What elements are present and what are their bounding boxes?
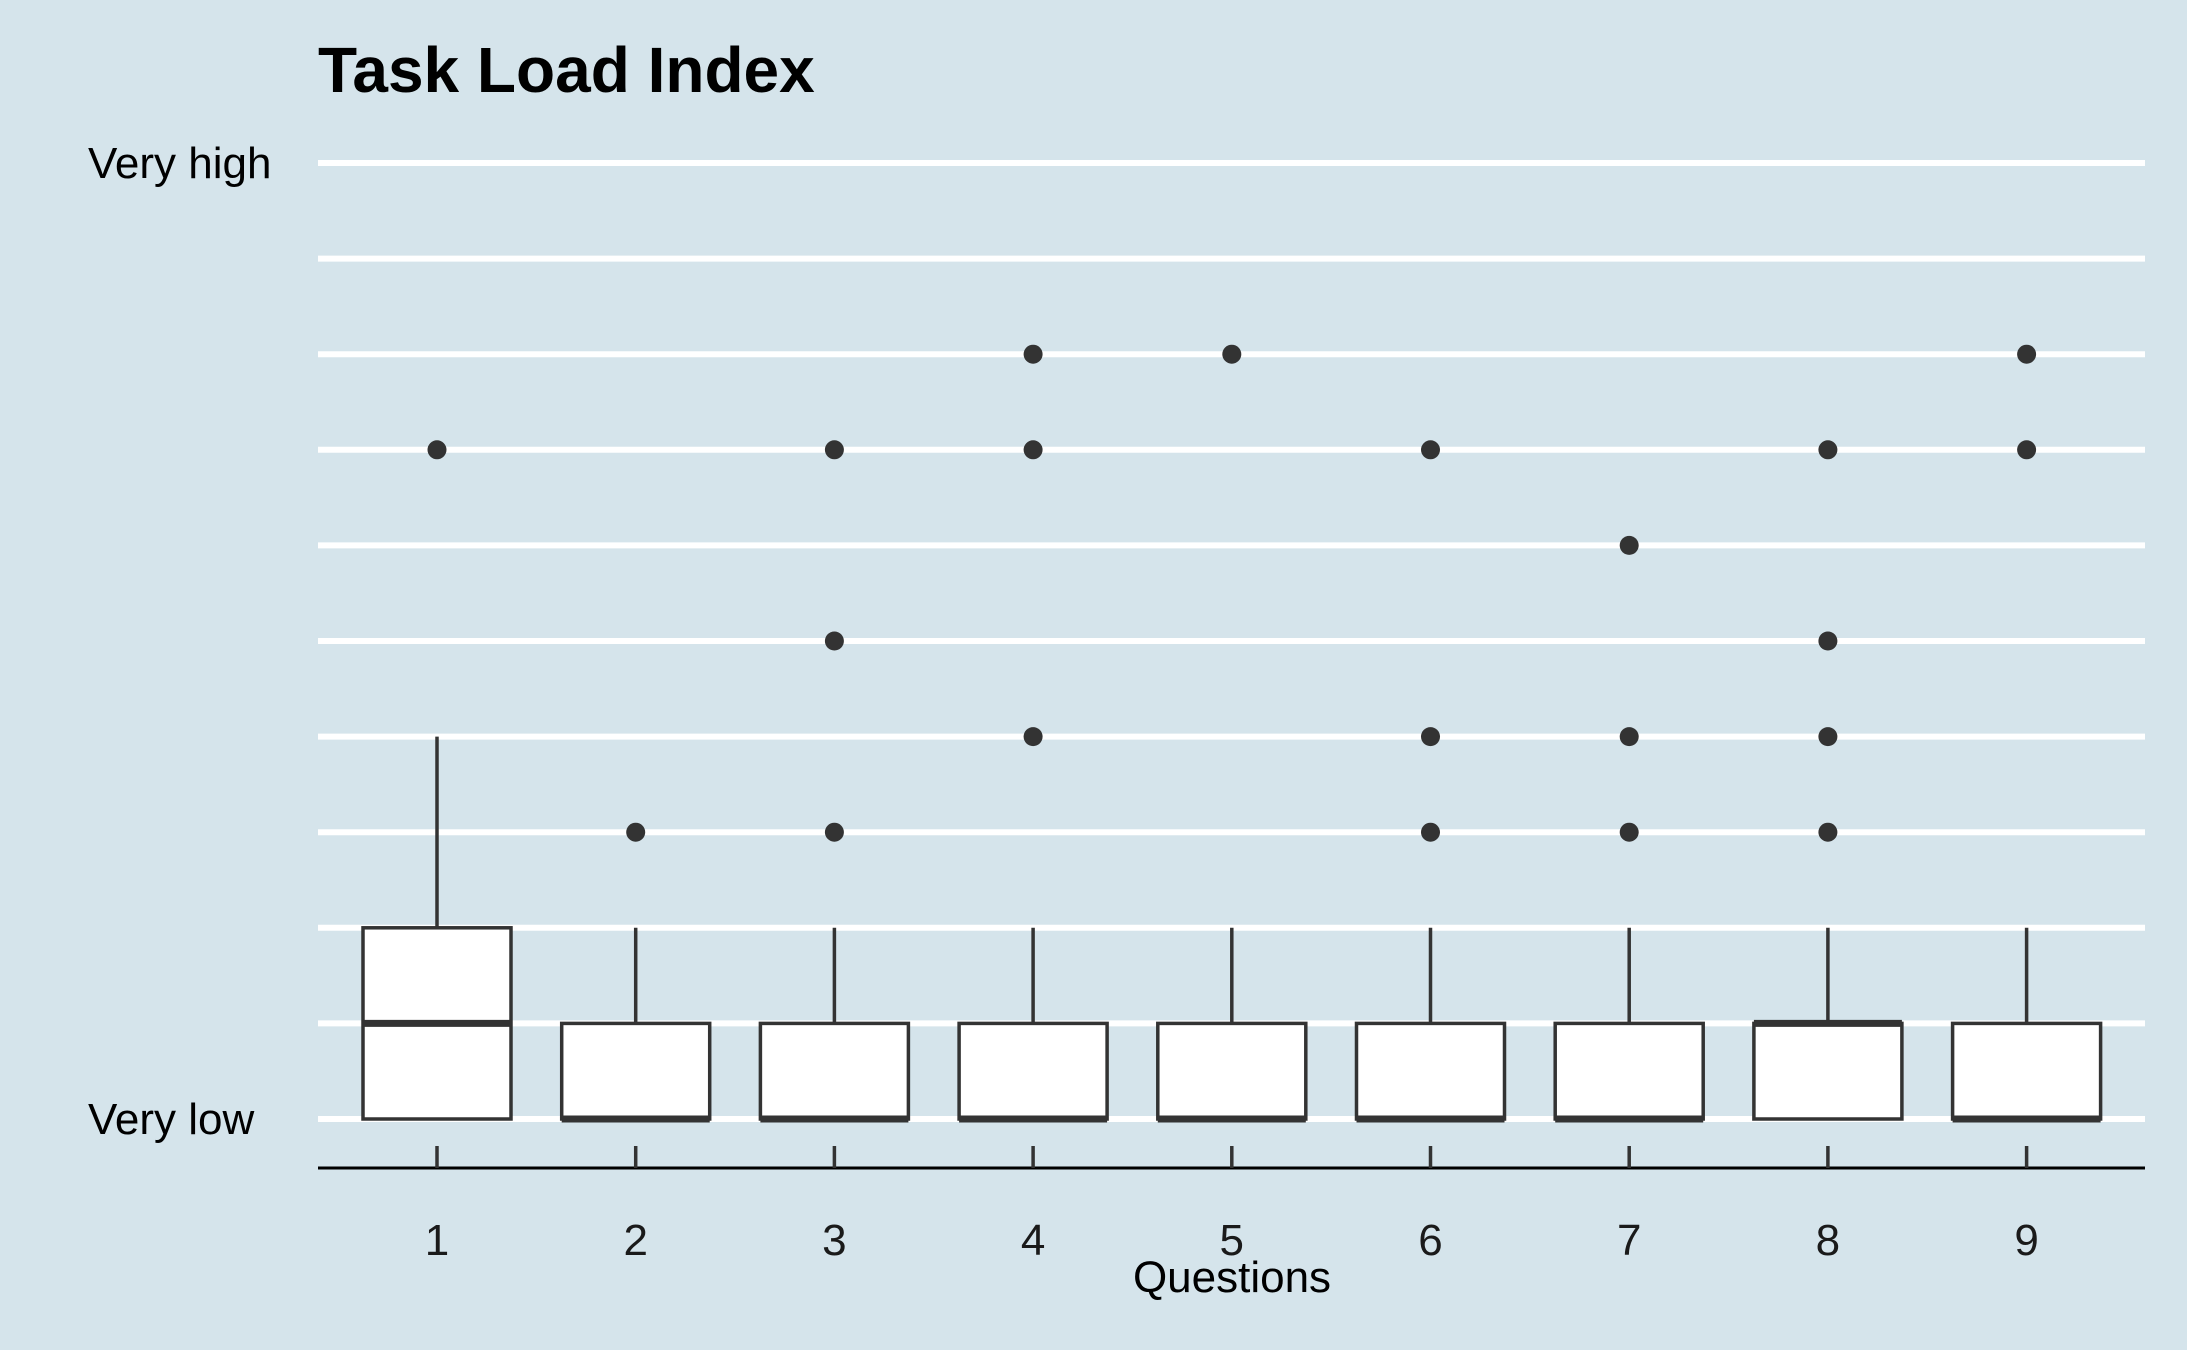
box-group xyxy=(559,927,712,1123)
outlier-point xyxy=(1818,440,1838,460)
outlier-point xyxy=(1421,727,1440,747)
box xyxy=(758,1021,911,1121)
outlier-point xyxy=(1619,535,1639,555)
outlier-point xyxy=(1818,727,1838,747)
x-tick-label: 8 xyxy=(1816,1216,1840,1265)
outlier-point xyxy=(427,440,447,460)
outlier-point xyxy=(1222,344,1242,364)
box-group xyxy=(1950,927,2103,1123)
outlier-point xyxy=(824,440,844,460)
outlier-point xyxy=(1023,727,1043,747)
outlier-point xyxy=(1421,822,1440,842)
outlier-point xyxy=(1818,631,1838,651)
x-tick-label: 7 xyxy=(1617,1216,1641,1265)
outlier-point xyxy=(1619,727,1639,747)
x-tick-label: 4 xyxy=(1021,1216,1045,1265)
x-tick-label: 9 xyxy=(2014,1216,2038,1265)
outlier-point xyxy=(824,822,844,842)
box-group xyxy=(361,736,513,1121)
box-group xyxy=(1156,927,1308,1123)
box xyxy=(1354,1021,1507,1121)
box-group xyxy=(1752,927,1904,1121)
outlier-point xyxy=(1818,822,1838,842)
box xyxy=(1156,1021,1308,1121)
x-tick-label: 3 xyxy=(822,1216,846,1265)
box xyxy=(559,1021,712,1121)
outlier-point xyxy=(626,822,646,842)
outlier-point xyxy=(2017,440,2037,460)
box xyxy=(1752,1021,1904,1121)
outlier-point xyxy=(1421,440,1440,460)
outliers xyxy=(427,344,2037,842)
box-group xyxy=(957,927,1109,1123)
x-tick-label: 6 xyxy=(1418,1216,1442,1265)
box xyxy=(957,1021,1109,1121)
x-axis: 1 2 3 4 5 6 7 8 9 xyxy=(318,1146,2145,1265)
y-tick-labels: Very low Very high xyxy=(88,139,271,1144)
outlier-point xyxy=(1023,344,1043,364)
outlier-point xyxy=(824,631,844,651)
boxes xyxy=(361,736,2103,1123)
x-axis-label: Questions xyxy=(1133,1253,1331,1302)
box-group xyxy=(1354,927,1507,1123)
box xyxy=(1553,1021,1705,1121)
x-tick-label: 1 xyxy=(425,1216,449,1265)
outlier-point xyxy=(1619,822,1639,842)
box xyxy=(1950,1021,2103,1121)
y-tick-label: Very low xyxy=(88,1095,255,1144)
x-tick-label: 2 xyxy=(623,1216,647,1265)
box-group xyxy=(1553,927,1705,1123)
x-tick-label: 5 xyxy=(1220,1216,1244,1265)
chart-title: Task Load Index xyxy=(318,34,815,106)
outlier-point xyxy=(1023,440,1043,460)
outlier-point xyxy=(2017,344,2037,364)
y-tick-label: Very high xyxy=(88,139,271,188)
box-group xyxy=(758,927,911,1123)
